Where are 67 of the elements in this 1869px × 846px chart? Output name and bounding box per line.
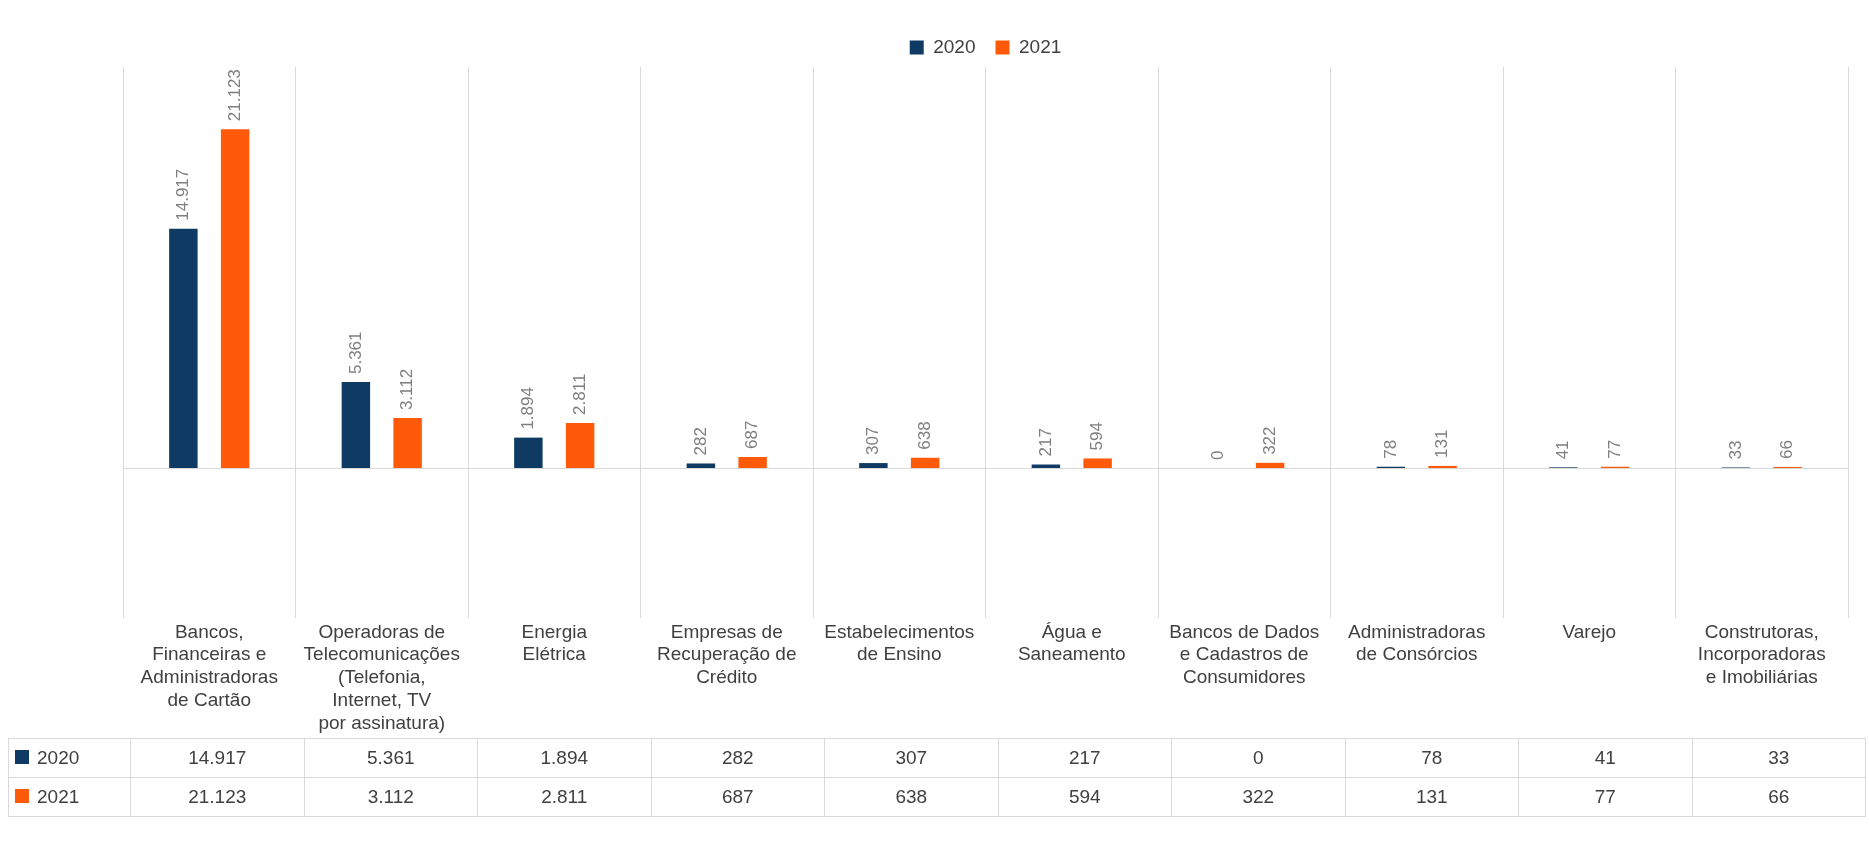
x-tick-label: Administradoras de Consórcios	[1348, 620, 1486, 665]
x-tick-label: Empresas de Recuperação de Crédito	[657, 620, 797, 688]
text: 78	[1380, 439, 1400, 459]
x-tick-label: Estabelecimentos de Ensino	[824, 620, 975, 665]
text: 21.123	[224, 69, 244, 122]
text: 0	[1208, 450, 1228, 460]
x-tick-label: Varejo	[1562, 620, 1617, 642]
data-label: 2.811	[477, 777, 651, 817]
text: 217	[1035, 428, 1055, 457]
text: 41	[1553, 440, 1573, 460]
data-label: 0	[1171, 738, 1345, 778]
data-label: 1.894	[477, 738, 651, 778]
data-label: 687	[651, 777, 825, 817]
bar	[341, 382, 371, 468]
data-label: 131	[1345, 777, 1519, 817]
text: 638	[914, 421, 934, 450]
bar	[910, 457, 940, 468]
data-label: 41	[1518, 738, 1692, 778]
legend-label: 2021	[1019, 35, 1062, 57]
x-tick-label: Bancos, Financeiras e Administradoras de Cartão	[140, 620, 278, 711]
text: 687	[742, 420, 762, 449]
text: 131	[1432, 429, 1452, 458]
data-label: 21.123	[130, 777, 304, 817]
text: 2020	[37, 747, 80, 768]
bar	[686, 463, 716, 468]
bar	[1083, 458, 1112, 468]
text: 1.894	[518, 387, 538, 430]
text: 3.112	[397, 368, 417, 411]
bar	[1428, 465, 1457, 468]
data-label: 33	[1692, 738, 1866, 778]
bar	[859, 463, 888, 468]
x-tick-label: Energia Elétrica	[521, 620, 588, 665]
data-label: 77	[1518, 777, 1692, 817]
data-label: 14.917	[130, 738, 304, 778]
data-label: 5.361	[304, 738, 478, 778]
data-label: 282	[651, 738, 825, 778]
x-tick-label: Construtoras, Incorporadoras e Imobiliárias	[1697, 620, 1826, 688]
data-label: 307	[824, 738, 998, 778]
text: 14.917	[173, 168, 193, 221]
bar	[565, 422, 595, 468]
text: 5.361	[345, 331, 365, 375]
text: 2.811	[569, 373, 589, 415]
text: 33	[1725, 440, 1745, 460]
text: 66	[1777, 440, 1797, 459]
text: 77	[1604, 439, 1624, 459]
bar	[514, 437, 543, 468]
bar	[169, 228, 198, 468]
bar	[393, 418, 422, 468]
data-label: 3.112	[304, 777, 478, 817]
x-tick-label: Operadoras de Telecomunicações (Telefonia, Internet, TV por assinatura)	[303, 620, 460, 733]
text: 2021	[37, 786, 80, 807]
data-label: 66	[1692, 777, 1866, 817]
data-label: 322	[1171, 777, 1345, 817]
x-tick-label: Água e Saneamento	[1017, 620, 1126, 665]
data-label: 78	[1345, 738, 1519, 778]
text: 282	[690, 427, 710, 456]
data-label: 638	[824, 777, 998, 817]
bar	[1255, 462, 1285, 468]
bar	[220, 129, 250, 468]
legend-label: 2020	[933, 35, 976, 57]
x-tick-label: Bancos de Dados e Cadastros de Consumidores	[1169, 620, 1320, 688]
text: 322	[1259, 426, 1279, 455]
text: 594	[1087, 422, 1107, 451]
data-label: 594	[998, 777, 1172, 817]
text: 307	[863, 426, 883, 456]
bar	[738, 456, 767, 468]
data-label: 217	[998, 738, 1172, 778]
